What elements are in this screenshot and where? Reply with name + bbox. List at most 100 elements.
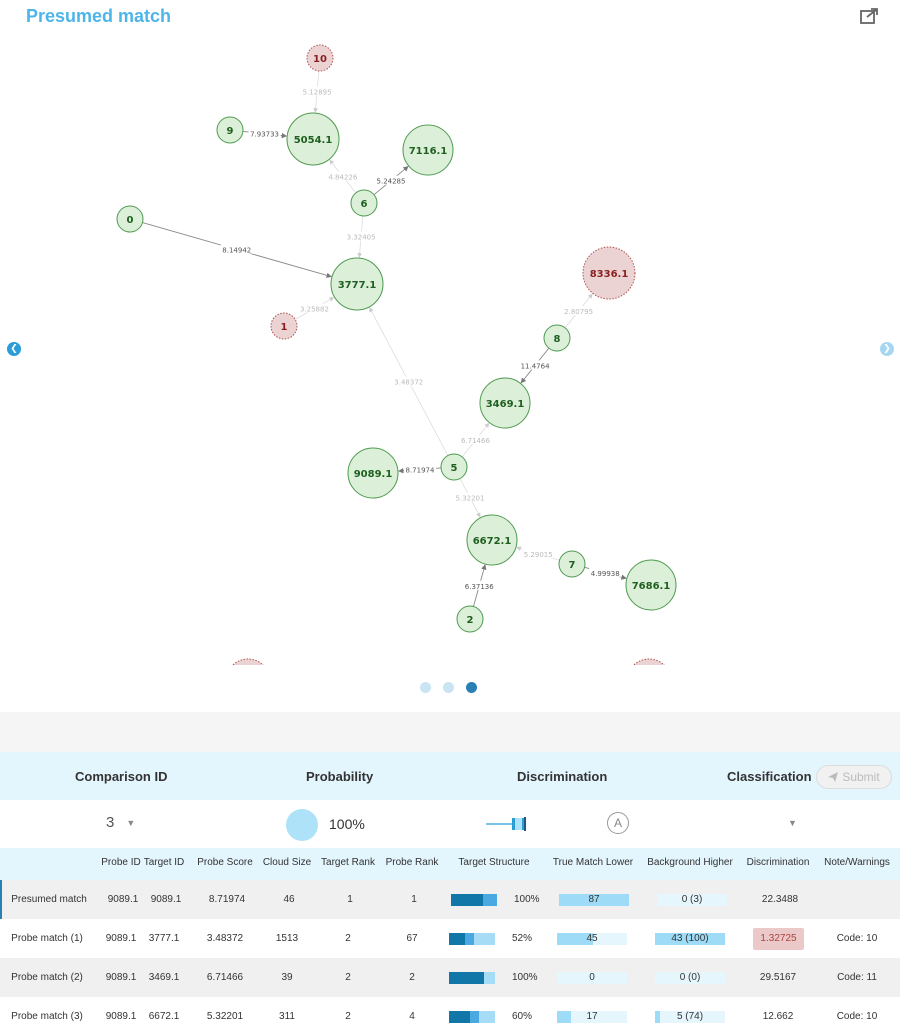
pager-dot[interactable] — [443, 682, 454, 693]
background-higher-bar: 0 (0) — [655, 972, 725, 984]
table-row[interactable]: Probe match (2) 9089.1 3469.1 6.71466 39 2 2 10… — [0, 958, 900, 997]
graph-node[interactable]: 9089.1 — [347, 447, 399, 499]
node-circle[interactable] — [625, 559, 677, 611]
column-header[interactable]: Discrimination — [746, 857, 810, 868]
node-circle[interactable] — [456, 605, 484, 633]
target-structure-bar — [449, 1011, 495, 1023]
node-circle[interactable] — [270, 312, 298, 340]
node-circle[interactable] — [627, 658, 671, 665]
next-slide-button[interactable]: ❯ — [880, 342, 894, 356]
target-rank-cell: 2 — [345, 1011, 351, 1022]
node-circle[interactable] — [402, 124, 454, 176]
graph-node[interactable]: 5054.1 — [286, 112, 340, 166]
true-match-lower-bar: 45 — [557, 933, 627, 945]
column-header[interactable]: Target Structure — [458, 857, 530, 868]
prev-slide-button[interactable]: ❮ — [7, 342, 21, 356]
structure-segment — [465, 933, 475, 945]
row-name: Probe match (1) — [11, 933, 83, 944]
node-circle[interactable] — [558, 550, 586, 578]
node-circle[interactable] — [440, 453, 468, 481]
graph-node[interactable]: 6672.1 — [466, 514, 518, 566]
pager-dot[interactable] — [420, 682, 431, 693]
edge-weight-label: 11.4764 — [521, 362, 550, 370]
node-circle[interactable] — [216, 116, 244, 144]
graph-panel: Presumed match 5.12895 7.93733 4.84226 5.24… — [0, 6, 900, 693]
true-match-lower-bar-label: 0 — [589, 972, 595, 983]
column-header[interactable]: Probe Rank — [385, 857, 439, 868]
true-match-lower-bar-label: 45 — [586, 933, 598, 944]
edge-weight-label: 8.14942 — [222, 247, 251, 255]
note-cell: Code: 10 — [836, 933, 878, 944]
node-circle[interactable] — [330, 257, 384, 311]
graph-node[interactable]: 3469.1 — [479, 377, 531, 429]
graph-node[interactable]: 5 — [440, 453, 468, 481]
node-circle[interactable] — [582, 246, 636, 300]
edge-weight-label: 5.32201 — [456, 495, 485, 503]
table-row[interactable]: Probe match (3) 9089.1 6672.1 5.32201 311 2 4 6… — [0, 997, 900, 1036]
cloud-size-cell: 46 — [283, 894, 295, 905]
node-circle[interactable] — [347, 447, 399, 499]
table-row[interactable]: Probe match (1) 9089.1 3777.1 3.48372 1513 2 6… — [0, 919, 900, 958]
chevron-down-icon: ▼ — [126, 817, 136, 828]
pager-dot[interactable] — [466, 682, 477, 693]
node-circle[interactable] — [286, 112, 340, 166]
column-header[interactable]: True Match Lower — [552, 857, 634, 868]
graph-node[interactable] — [627, 658, 671, 665]
graph-node[interactable]: 3777.1 — [330, 257, 384, 311]
true-match-lower-bar: 0 — [557, 972, 627, 984]
classification-badge[interactable]: A — [607, 812, 629, 834]
probe-rank-cell: 4 — [409, 1011, 415, 1022]
column-header[interactable]: Note/Warnings — [824, 857, 890, 868]
node-circle[interactable] — [306, 44, 334, 72]
column-header[interactable]: Probe ID — [101, 857, 141, 868]
graph-node[interactable]: 6 — [350, 189, 378, 217]
graph-node[interactable]: 10 — [306, 44, 334, 72]
graph-node[interactable]: 0 — [116, 205, 144, 233]
results-table: Comparison ID Probability Discrimination… — [0, 752, 900, 1036]
graph-node[interactable]: 8 — [543, 324, 571, 352]
graph-node[interactable]: 7 — [558, 550, 586, 578]
true-match-lower-bar: 87 — [559, 894, 629, 906]
graph-node[interactable]: 2 — [456, 605, 484, 633]
node-circle[interactable] — [543, 324, 571, 352]
probe-rank-cell: 2 — [409, 972, 415, 983]
edge-label-background — [345, 231, 378, 241]
network-graph[interactable]: 5.12895 7.93733 4.84226 5.24285 3.32405 8.149… — [0, 30, 900, 665]
target-id-cell: 3777.1 — [148, 933, 180, 944]
table-row[interactable]: Presumed match 9089.1 9089.1 8.71974 46 1 1 100… — [0, 880, 900, 919]
comparison-id-select[interactable]: 3 ▼ — [106, 814, 135, 831]
node-circle[interactable] — [226, 658, 270, 665]
target-structure-bar — [451, 894, 497, 906]
graph-node[interactable] — [226, 658, 270, 665]
edge-weight-label: 5.29015 — [524, 551, 553, 559]
note-cell: Code: 10 — [836, 1011, 878, 1022]
edge-weight-label: 3.25882 — [300, 305, 329, 313]
column-header[interactable]: Background Higher — [647, 857, 733, 868]
node-circle[interactable] — [350, 189, 378, 217]
export-icon[interactable] — [860, 8, 878, 24]
node-circle[interactable] — [479, 377, 531, 429]
column-header[interactable]: Target ID — [143, 857, 185, 868]
probe-score-cell: 6.71466 — [206, 972, 244, 983]
graph-node[interactable]: 7116.1 — [402, 124, 454, 176]
target-rank-cell: 2 — [345, 933, 351, 944]
submit-button[interactable]: Submit — [816, 765, 892, 789]
probe-score-cell: 8.71974 — [208, 894, 246, 905]
node-circle[interactable] — [116, 205, 144, 233]
edge-label-background — [519, 360, 552, 370]
graph-node[interactable]: 8336.1 — [582, 246, 636, 300]
edge-label-background — [459, 435, 492, 445]
graph-node[interactable]: 9 — [216, 116, 244, 144]
column-header[interactable]: Cloud Size — [262, 857, 312, 868]
structure-segment — [474, 933, 495, 945]
slide-pager — [420, 682, 477, 693]
classification-select-chevron-icon[interactable]: ▼ — [788, 818, 797, 828]
probability-header: Probability — [306, 769, 374, 784]
column-header[interactable]: Target Rank — [321, 857, 375, 868]
column-header[interactable]: Probe Score — [197, 857, 253, 868]
graph-node[interactable]: 1 — [270, 312, 298, 340]
node-circle[interactable] — [466, 514, 518, 566]
discrimination-header: Discrimination — [517, 769, 608, 784]
probe-rank-cell: 1 — [411, 894, 417, 905]
graph-node[interactable]: 7686.1 — [625, 559, 677, 611]
